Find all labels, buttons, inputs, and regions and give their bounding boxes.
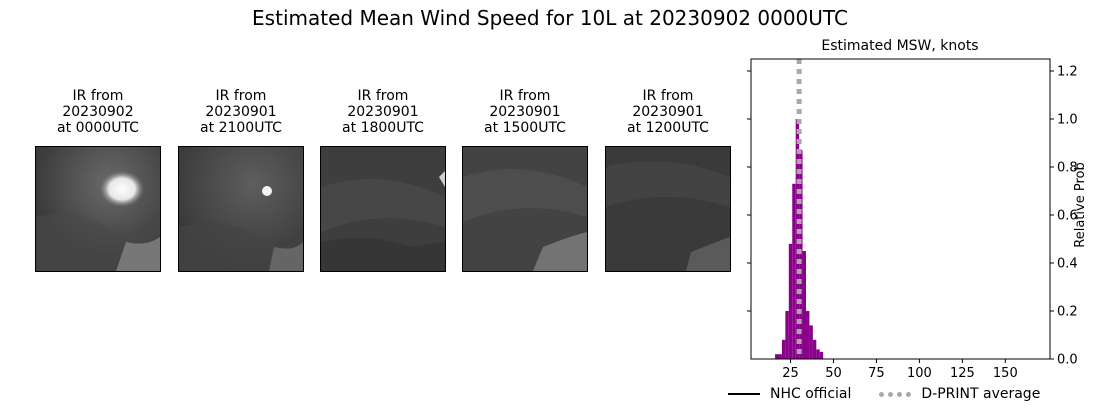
histogram-bar bbox=[788, 243, 793, 359]
caption-line-2: 20230901 bbox=[632, 104, 704, 120]
histogram-bar bbox=[799, 150, 803, 359]
x-tick-label: 100 bbox=[907, 366, 932, 380]
y-axis-label: Relative Prob bbox=[1073, 162, 1088, 247]
ir-panel-caption: IR from 20230901 at 2100UTC bbox=[178, 88, 304, 140]
caption-line-1: IR from bbox=[499, 88, 551, 104]
y-tick-label: 1.2 bbox=[1057, 65, 1078, 80]
legend-label: NHC official bbox=[770, 386, 852, 402]
ir-panel-1: IR from 20230902 at 0000UTC bbox=[35, 88, 161, 272]
msw-histogram-chart: Estimated MSW, knots 25 50 75 100 125 150 0.0 0… bbox=[747, 38, 1088, 380]
legend-item-official: NHC official bbox=[728, 386, 851, 402]
histogram-bar bbox=[792, 183, 796, 359]
ir-panel-4: IR from 20230901 at 1500UTC bbox=[462, 88, 588, 272]
x-tick-label: 25 bbox=[782, 366, 799, 380]
caption-line-1: IR from bbox=[215, 88, 267, 104]
y-tick-label: 0.6 bbox=[1057, 209, 1078, 224]
caption-line-1: IR from bbox=[72, 88, 124, 104]
histogram-bar bbox=[775, 354, 779, 359]
legend-item-dprint: D-PRINT average bbox=[879, 386, 1040, 402]
y-tick-label: 1.0 bbox=[1057, 113, 1078, 128]
ir-panel-caption: IR from 20230901 at 1500UTC bbox=[462, 88, 588, 140]
chart-title: Estimated MSW, knots bbox=[821, 38, 978, 54]
ir-image bbox=[35, 146, 161, 272]
histogram-bar bbox=[778, 354, 782, 359]
chart-legend: NHC official D-PRINT average bbox=[728, 386, 1068, 402]
histogram-bar bbox=[781, 339, 786, 359]
plot-frame bbox=[750, 58, 1051, 360]
histogram-bar bbox=[805, 311, 810, 359]
caption-line-1: IR from bbox=[642, 88, 694, 104]
ir-panel-caption: IR from 20230902 at 0000UTC bbox=[35, 88, 161, 140]
caption-line-3: at 0000UTC bbox=[57, 120, 139, 136]
y-tick-label: 0.2 bbox=[1057, 305, 1078, 320]
ir-image bbox=[462, 146, 588, 272]
solid-line-swatch-icon bbox=[728, 393, 760, 395]
x-tick-label: 150 bbox=[993, 366, 1018, 380]
histogram-bar bbox=[819, 351, 824, 359]
dotted-line-swatch-icon bbox=[879, 391, 912, 397]
y-tick-label: 0.0 bbox=[1057, 353, 1078, 368]
x-tick-label: 50 bbox=[825, 366, 842, 380]
ir-panel-caption: IR from 20230901 at 1200UTC bbox=[605, 88, 731, 140]
x-tick-label: 75 bbox=[868, 366, 885, 380]
ir-image bbox=[178, 146, 304, 272]
ir-panel-2: IR from 20230901 at 2100UTC bbox=[178, 88, 304, 272]
histogram-bar bbox=[812, 339, 817, 359]
caption-line-3: at 2100UTC bbox=[200, 120, 282, 136]
caption-line-3: at 1200UTC bbox=[627, 120, 709, 136]
ir-image bbox=[320, 146, 446, 272]
ir-image bbox=[605, 146, 731, 272]
caption-line-3: at 1800UTC bbox=[342, 120, 424, 136]
figure-title: Estimated Mean Wind Speed for 10L at 202… bbox=[252, 6, 848, 30]
caption-line-2: 20230901 bbox=[347, 104, 419, 120]
ir-panel-5: IR from 20230901 at 1200UTC bbox=[605, 88, 731, 272]
ir-panel-caption: IR from 20230901 at 1800UTC bbox=[320, 88, 446, 140]
caption-line-1: IR from bbox=[357, 88, 409, 104]
caption-line-3: at 1500UTC bbox=[484, 120, 566, 136]
histogram-bar bbox=[809, 325, 813, 359]
histogram-bar bbox=[785, 311, 789, 359]
y-tick-label: 0.4 bbox=[1057, 257, 1078, 272]
caption-line-2: 20230901 bbox=[489, 104, 561, 120]
x-tick-label: 125 bbox=[950, 366, 975, 380]
histogram-bar bbox=[802, 251, 806, 359]
ir-panel-3: IR from 20230901 at 1800UTC bbox=[320, 88, 446, 272]
y-tick-label: 0.8 bbox=[1057, 161, 1078, 176]
caption-line-2: 20230902 bbox=[62, 104, 134, 120]
histogram-bar bbox=[816, 349, 820, 359]
caption-line-2: 20230901 bbox=[205, 104, 277, 120]
legend-label: D-PRINT average bbox=[921, 386, 1041, 402]
